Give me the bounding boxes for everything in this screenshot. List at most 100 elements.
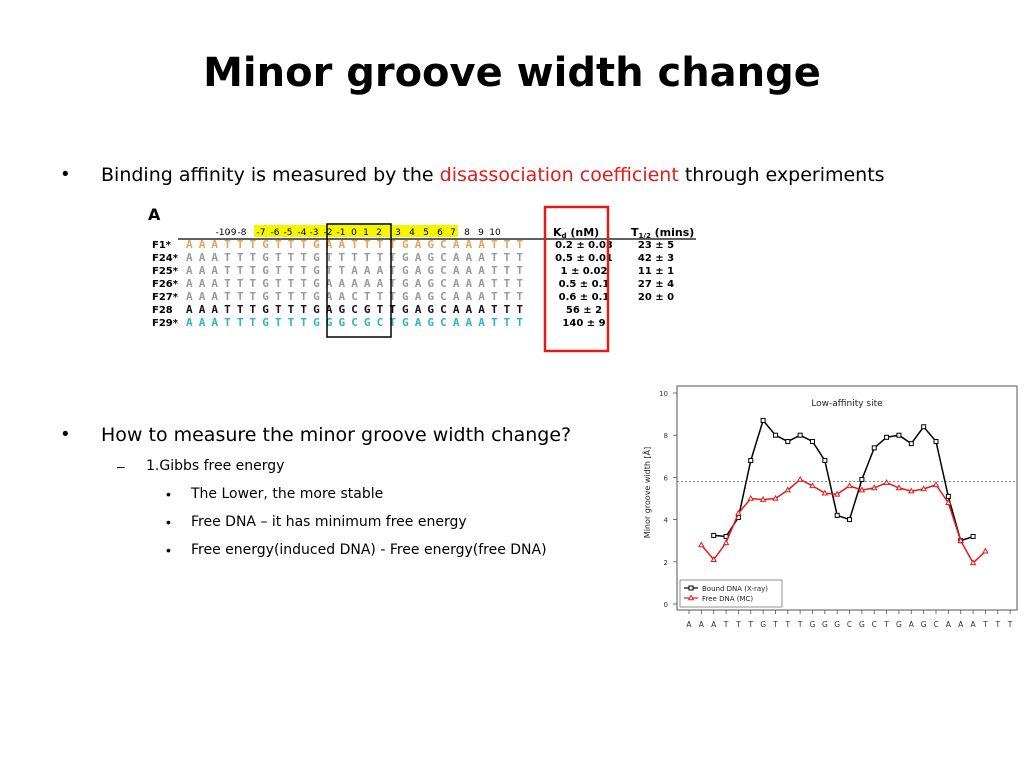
data-point: [884, 434, 890, 440]
kd-red-box: [543, 205, 610, 353]
data-point: [772, 432, 778, 438]
data-point: [735, 509, 742, 516]
position-label: -4: [298, 228, 307, 238]
data-point: [871, 445, 877, 451]
position-label: 4: [409, 228, 415, 238]
data-point: [797, 432, 803, 438]
data-point: [833, 490, 841, 497]
data-point: [921, 424, 927, 430]
y-tick-label: 10: [659, 390, 668, 398]
position-highlight: [254, 225, 458, 237]
data-point: [859, 477, 865, 483]
x-tick-label: T: [772, 620, 778, 629]
data-point: [847, 517, 853, 523]
x-tick-label: A: [970, 620, 976, 629]
t-half-header: T1/2 (mins): [631, 226, 694, 240]
row-kd: 140 ± 9: [562, 318, 605, 329]
data-point: [784, 486, 792, 493]
row-name: F29*: [152, 318, 179, 329]
position-label: 5: [423, 228, 429, 238]
data-point: [920, 485, 927, 492]
data-point: [809, 482, 816, 489]
x-tick-label: G: [921, 620, 927, 629]
position-label: -2: [324, 228, 333, 238]
data-point: [932, 481, 940, 488]
panel-label: A: [148, 205, 161, 224]
row-name: F25*: [152, 266, 179, 277]
row-kd: 0.5 ± 0.1: [559, 279, 610, 290]
x-tick-label: T: [883, 620, 889, 629]
position-label: 10: [489, 228, 501, 238]
x-tick-label: G: [810, 620, 816, 629]
x-tick-label: T: [723, 620, 729, 629]
row-name: F1*: [152, 240, 172, 251]
position-label: -3: [310, 228, 319, 238]
slide-title: Minor groove width change: [203, 50, 821, 96]
sub-bullet-gibbs: 1.Gibbs free energy: [146, 458, 285, 474]
x-tick-label: G: [834, 620, 840, 629]
position-label: 3: [395, 228, 401, 238]
row-kd: 0.5 ± 0.01: [555, 253, 613, 264]
core-box: [326, 223, 392, 338]
x-tick-label: T: [735, 620, 741, 629]
legend-label: Free DNA (MC): [702, 595, 753, 603]
legend-marker: [688, 585, 694, 591]
y-axis-label: Minor groove width [Å]: [641, 447, 652, 538]
x-tick-label: A: [958, 620, 964, 629]
row-kd: 1 ± 0.02: [561, 266, 608, 277]
row-name: F24*: [152, 253, 179, 264]
position-label: -5: [284, 228, 293, 238]
data-point: [772, 494, 779, 501]
x-tick-label: T: [1007, 620, 1013, 629]
x-tick-label: T: [994, 620, 1000, 629]
x-tick-label: G: [896, 620, 902, 629]
kd-header: Kd (nM): [553, 226, 599, 240]
row-name: F28: [152, 305, 173, 316]
data-point: [895, 484, 903, 491]
position-label: 2: [376, 228, 382, 238]
data-point: [908, 441, 914, 447]
t-subscript: 1/2: [639, 232, 651, 240]
plot-frame: [676, 385, 1018, 611]
series-line: [700, 478, 986, 565]
bullet-measure-question: How to measure the minor groove width ch…: [101, 424, 572, 446]
position-label: -9: [228, 228, 237, 238]
data-point: [747, 494, 754, 501]
position-label: -1: [337, 228, 346, 238]
legend-box: [679, 579, 783, 608]
row-name: F26*: [152, 279, 179, 290]
x-tick-label: A: [699, 620, 705, 629]
position-label: -10: [216, 228, 231, 238]
bullet-marker: •: [166, 542, 171, 558]
data-point: [896, 432, 902, 438]
row-t-half: 20 ± 0: [638, 292, 674, 303]
sub-sub-bullet-3: Free energy(induced DNA) - Free energy(f…: [191, 542, 547, 558]
data-point: [908, 487, 915, 494]
y-tick-label: 8: [664, 432, 668, 440]
row-sequence: AAATTTGTTTGTTTTTTGAGCAAATTT: [186, 251, 523, 264]
y-tick-label: 4: [664, 517, 669, 525]
x-tick-label: G: [760, 620, 766, 629]
row-sequence: AAATTTGTTTGAAAAATGAGCAAATTT: [186, 277, 523, 290]
data-point: [785, 439, 791, 445]
row-kd: 56 ± 2: [566, 305, 602, 316]
data-point: [957, 537, 964, 543]
row-sequence: AAATTTGTTTGAGCGTTGAGCAAATTT: [186, 303, 523, 316]
y-tick-label: 2: [664, 559, 668, 567]
data-point: [883, 479, 890, 485]
data-point: [970, 533, 976, 539]
data-point: [810, 439, 815, 445]
position-label: 9: [478, 228, 484, 238]
dash-marker: –: [117, 458, 125, 474]
t-unit: (mins): [651, 226, 695, 239]
x-tick-label: A: [946, 620, 952, 629]
x-tick-label: G: [859, 620, 865, 629]
bullet-text-prefix: Binding affinity is measured by the: [101, 164, 440, 186]
bullet-marker: •: [62, 164, 69, 185]
data-point: [982, 547, 989, 554]
position-label: 1: [363, 228, 369, 238]
x-tick-label: C: [872, 620, 877, 629]
highlight-term: disassociation coefficient: [439, 164, 679, 186]
x-tick-label: C: [933, 620, 938, 629]
